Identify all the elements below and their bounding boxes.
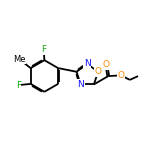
- Text: O: O: [103, 60, 110, 69]
- Text: N: N: [84, 59, 91, 68]
- Text: F: F: [16, 81, 21, 90]
- Text: O: O: [95, 67, 102, 76]
- Text: N: N: [77, 80, 84, 89]
- Text: O: O: [117, 71, 124, 80]
- Text: F: F: [41, 45, 46, 54]
- Text: Me: Me: [13, 55, 26, 64]
